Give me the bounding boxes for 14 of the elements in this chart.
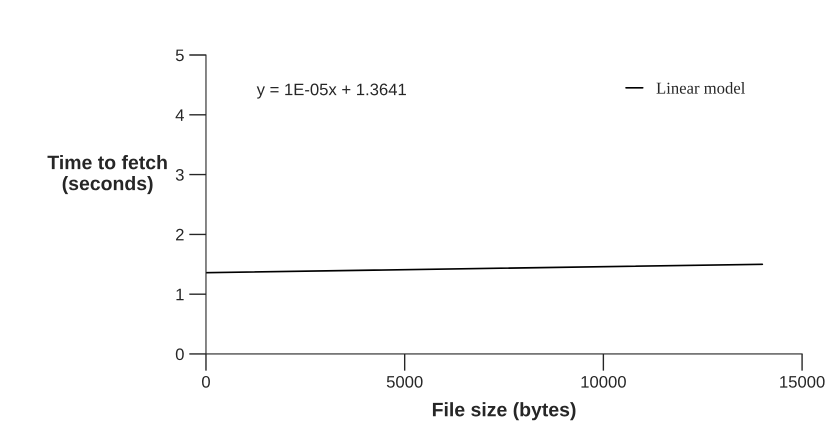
- y-tick-label: 4: [176, 109, 184, 121]
- legend-label: Linear model: [656, 82, 746, 94]
- y-tick-label: 5: [176, 50, 184, 62]
- annotation: y = 1E-05x + 1.3641: [256, 84, 406, 99]
- y-axis-title: Time to fetch (seconds): [48, 155, 167, 194]
- x-tick-label: 10000: [581, 376, 626, 388]
- x-tick-label: 0: [202, 376, 210, 388]
- y-tick-label: 3: [176, 168, 184, 181]
- y-tick-label: 0: [176, 348, 184, 360]
- x-tick-label: 5000: [386, 376, 423, 388]
- y-tick-label: 1: [176, 288, 184, 300]
- x-tick-label: 15000: [780, 376, 825, 388]
- y-tick-label: 2: [176, 228, 184, 240]
- x-axis-title: File size (bytes): [432, 402, 576, 420]
